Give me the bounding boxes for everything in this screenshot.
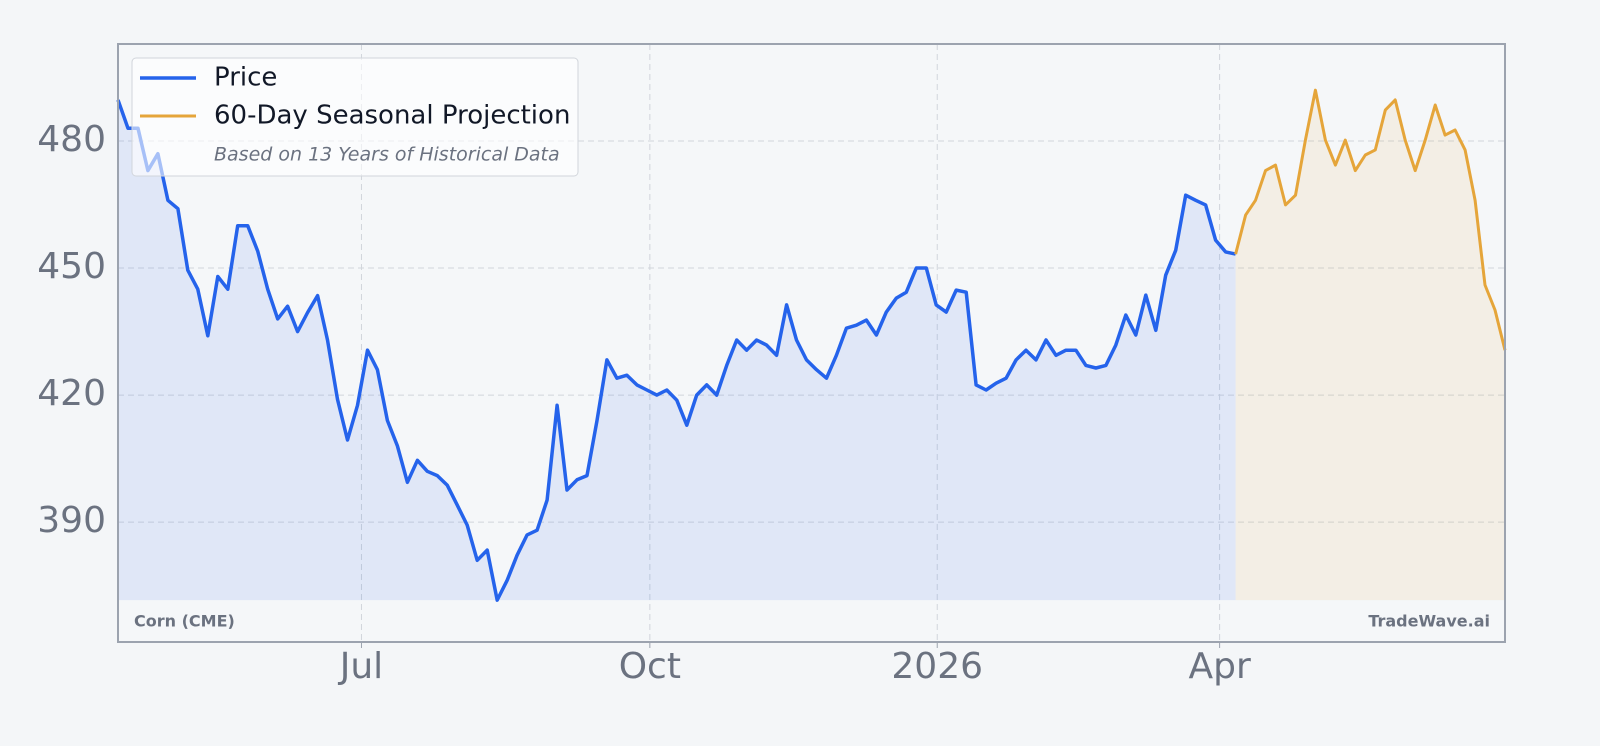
legend-note: Based on 13 Years of Historical Data	[214, 144, 560, 166]
legend-label: 60-Day Seasonal Projection	[214, 101, 570, 131]
x-tick-label: Oct	[619, 646, 681, 687]
line	[1234, 88, 1507, 351]
legend-label: Price	[214, 63, 277, 93]
watermark: TradeWave.ai	[1368, 612, 1490, 631]
line	[116, 99, 1236, 602]
area	[1235, 90, 1505, 601]
x-tick-label: Jul	[338, 646, 383, 687]
y-tick-label: 450	[37, 246, 106, 287]
y-tick-label: 420	[37, 373, 106, 414]
legend-box	[131, 57, 579, 177]
x-tick-label: Apr	[1188, 646, 1250, 687]
x-tick-label: 2026	[891, 646, 983, 687]
plot-frame	[117, 43, 1506, 643]
y-tick-label: 390	[37, 500, 106, 541]
y-tick-label: 480	[37, 119, 106, 160]
legend: Based on 13 Years of Historical Data Pri…	[131, 57, 579, 177]
source-label: Corn (CME)	[134, 612, 235, 631]
area	[118, 99, 1236, 601]
